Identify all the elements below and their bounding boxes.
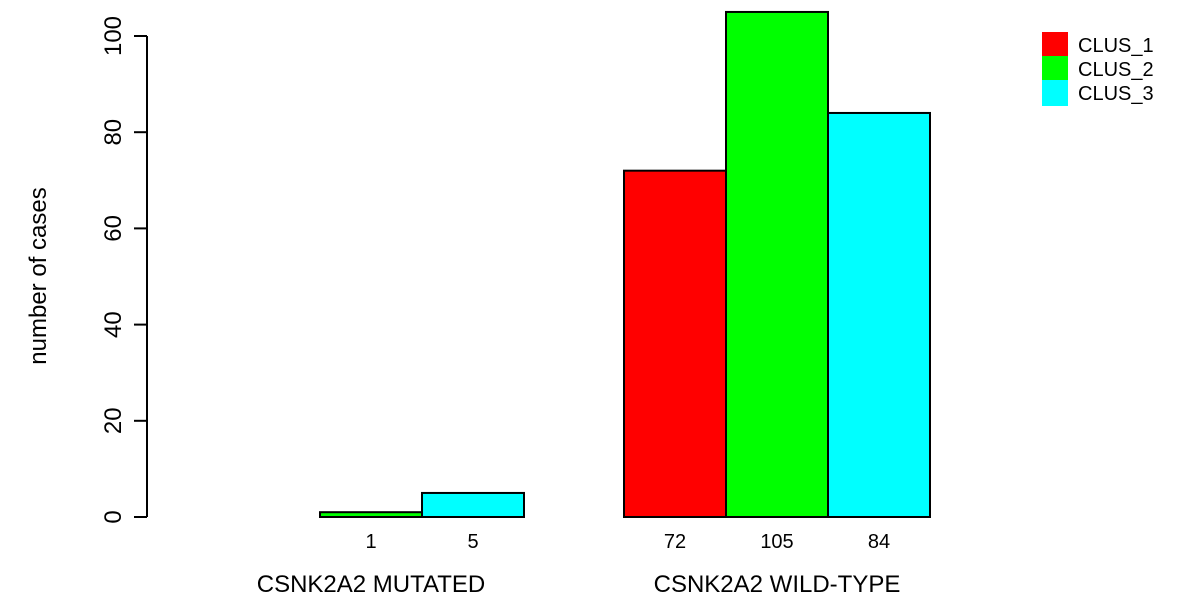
bar-clus-3-2 [827,111,931,519]
legend-swatch [1042,56,1068,82]
bar-value-label: 1 [365,531,376,553]
y-axis: 0 20 40 60 80 100 [100,16,148,524]
y-tick-label: 60 [100,215,127,242]
legend-label: CLUS_3 [1078,83,1154,105]
category-label: CSNK2A2 WILD-TYPE [654,571,901,598]
y-tick-label: 40 [100,311,127,338]
y-tick-label: 0 [100,510,127,523]
legend-label: CLUS_2 [1078,59,1154,81]
y-tick-label: 20 [100,407,127,434]
category-labels: CSNK2A2 MUTATED CSNK2A2 WILD-TYPE [257,571,901,598]
y-tick-label: 100 [100,16,127,56]
bar-value-label: 105 [760,531,793,553]
y-tick-label: 80 [100,119,127,146]
y-axis-title: number of cases [25,187,52,364]
category-label: CSNK2A2 MUTATED [257,571,485,598]
bar-clus-2-1 [319,511,423,519]
bar-value-label: 5 [467,531,478,553]
bar-clus-1-2 [623,169,727,518]
legend-label: CLUS_1 [1078,35,1154,57]
bar-clus-3-1 [421,491,525,519]
bar-clus-2-2 [725,10,829,518]
legend-swatch [1042,32,1068,58]
bar-value-label: 84 [868,531,890,553]
bar-value-label: 72 [664,531,686,553]
bars: 1 5 72 105 84 [319,10,931,553]
legend-swatch [1042,80,1068,106]
